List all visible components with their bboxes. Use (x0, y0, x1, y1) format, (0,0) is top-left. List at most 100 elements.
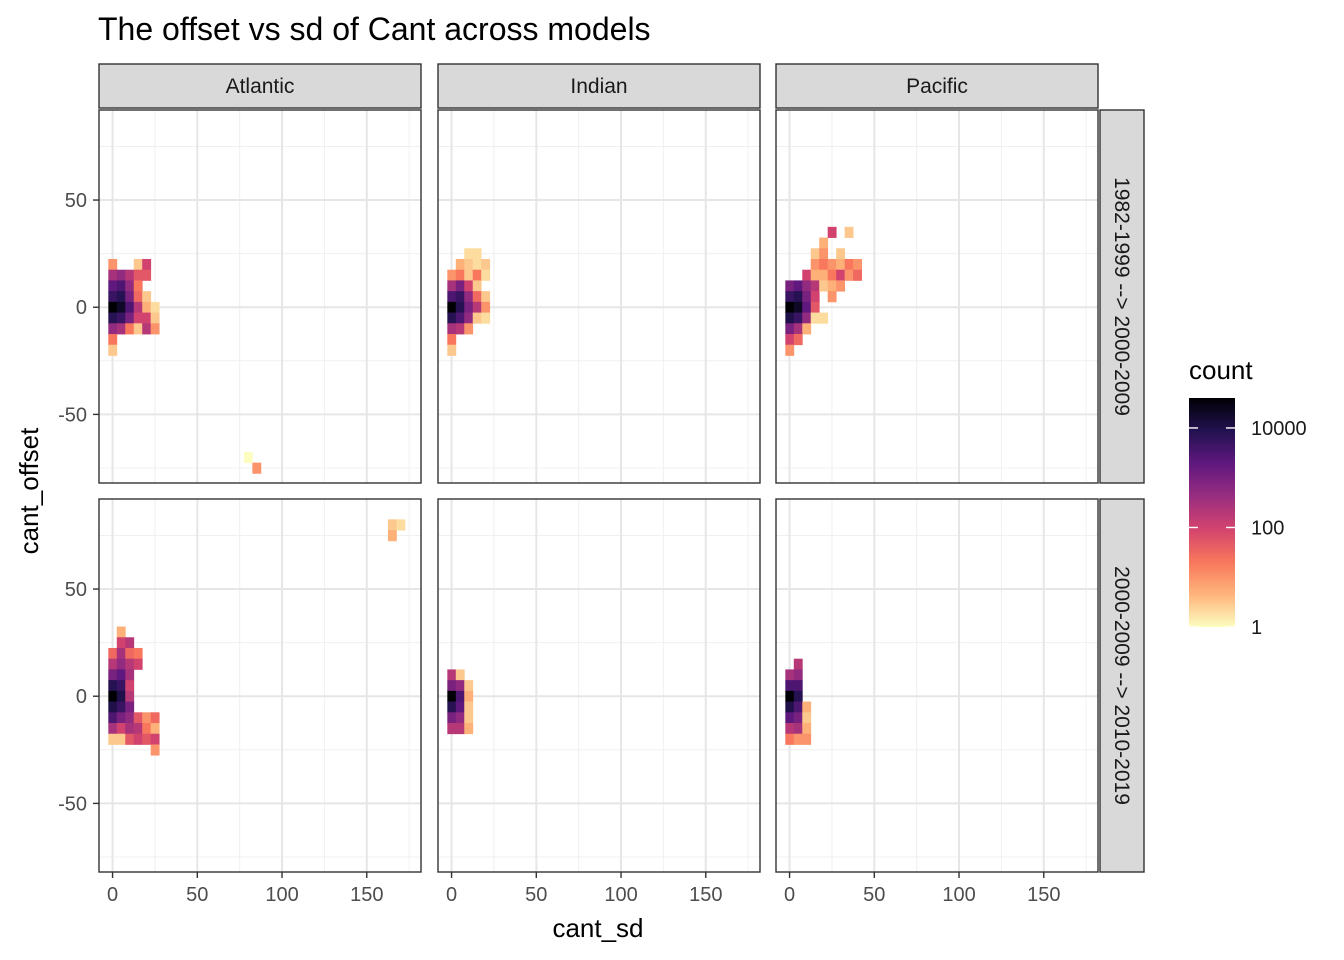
heatmap-bin (464, 312, 474, 324)
heatmap-bin (133, 269, 143, 281)
heatmap-bin (447, 669, 457, 681)
y-tick-label: 50 (65, 579, 87, 601)
heatmap-bin (125, 280, 135, 292)
x-tick-label: 100 (604, 884, 637, 906)
heatmap-bin (116, 280, 126, 292)
heatmap-bin (472, 291, 482, 303)
heatmap-bin (125, 637, 135, 649)
heatmap-bin (125, 291, 135, 303)
heatmap-bin (447, 312, 457, 324)
heatmap-bin (125, 712, 135, 724)
heatmap-bin (455, 301, 465, 313)
heatmap-bin (387, 519, 397, 531)
heatmap-bin (455, 690, 465, 702)
panel-background (438, 499, 760, 872)
heatmap-bin (116, 723, 126, 735)
heatmap-bin (785, 712, 795, 724)
heatmap-bin (142, 323, 152, 335)
heatmap-bin (108, 647, 118, 660)
heatmap-bin (793, 658, 803, 670)
panel-background (776, 499, 1098, 872)
heatmap-bin (125, 658, 135, 670)
heatmap-bin (793, 680, 803, 692)
panel-indian-row-2 (437, 498, 761, 873)
legend-break-label: 10000 (1251, 418, 1307, 440)
heatmap-bin (793, 733, 803, 745)
heatmap-bin (819, 258, 829, 271)
heatmap-bin (464, 723, 474, 735)
heatmap-bin (108, 712, 118, 724)
heatmap-bin (853, 269, 862, 281)
heatmap-bin (464, 701, 474, 713)
strip-column-atlantic: Atlantic (98, 63, 422, 109)
heatmap-bin (150, 323, 160, 335)
heatmap-bin (125, 269, 135, 281)
heatmap-bin (116, 269, 126, 281)
heatmap-bin (793, 280, 803, 292)
strip-row-1: 1982-1999 --> 2000-2009 (1099, 109, 1145, 484)
heatmap-bin (108, 323, 118, 335)
panel-border (98, 498, 422, 873)
heatmap-bin (150, 301, 160, 313)
heatmap-bin (116, 701, 126, 713)
heatmap-bin (836, 258, 846, 271)
x-tick-label: 150 (689, 884, 722, 906)
heatmap-bin (793, 301, 803, 313)
heatmap-bin (108, 334, 118, 346)
heatmap-bin (116, 690, 126, 702)
heatmap-bin (133, 301, 143, 313)
heatmap-bin (455, 701, 465, 713)
panel-border (437, 498, 761, 873)
heatmap-bin (793, 334, 803, 346)
heatmap-bin (481, 258, 491, 271)
heatmap-bin (125, 690, 135, 702)
legend: count 1 100 10000 (1189, 355, 1307, 639)
heatmap-bin (802, 701, 812, 713)
heatmap-bin (455, 280, 465, 292)
heatmap-bin (447, 680, 457, 692)
heatmap-bin (785, 312, 795, 324)
heatmap-bin (455, 258, 465, 271)
heatmap-bin (125, 701, 135, 713)
x-tick-label: 0 (107, 884, 118, 906)
heatmap-bin (142, 312, 152, 324)
heatmap-bin (793, 690, 803, 702)
heatmap-bin (853, 258, 862, 271)
heatmap-bin (827, 280, 837, 292)
heatmap-bin (133, 258, 143, 271)
heatmap-bin (464, 258, 474, 271)
heatmap-bin (125, 323, 135, 335)
heatmap-bin (142, 733, 152, 745)
y-tick-label: -50 (58, 793, 87, 815)
panel-border (775, 498, 1099, 873)
heatmap-bin (455, 680, 465, 692)
heatmap-bin (810, 248, 820, 260)
heatmap-bin (455, 269, 465, 281)
x-tick-label: 150 (350, 884, 383, 906)
legend-title: count (1189, 355, 1253, 385)
heatmap-bin (108, 269, 118, 281)
heatmap-bin (802, 301, 812, 313)
panel-border (775, 109, 1099, 484)
y-tick-label: 0 (76, 686, 87, 708)
y-tick-label: 0 (76, 297, 87, 319)
heatmap-bin (827, 269, 837, 281)
heatmap-bin (785, 291, 795, 303)
heatmap-bin (793, 712, 803, 724)
heatmap-bin (802, 269, 812, 281)
heatmap-bin (793, 312, 803, 324)
heatmap-bin (793, 701, 803, 713)
heatmap-bin (472, 258, 482, 271)
heatmap-bin (472, 312, 482, 324)
heatmap-bin (836, 269, 846, 281)
y-axis-title: cant_offset (14, 427, 44, 555)
heatmap-bin (785, 301, 795, 313)
heatmap-bin (810, 291, 820, 303)
heatmap-bin (142, 712, 152, 724)
heatmap-bin (108, 669, 118, 681)
heatmap-bin (108, 701, 118, 713)
heatmap-bin (455, 291, 465, 303)
heatmap-bin (142, 291, 152, 303)
heatmap-bin (472, 280, 482, 292)
heatmap-bin (793, 291, 803, 303)
